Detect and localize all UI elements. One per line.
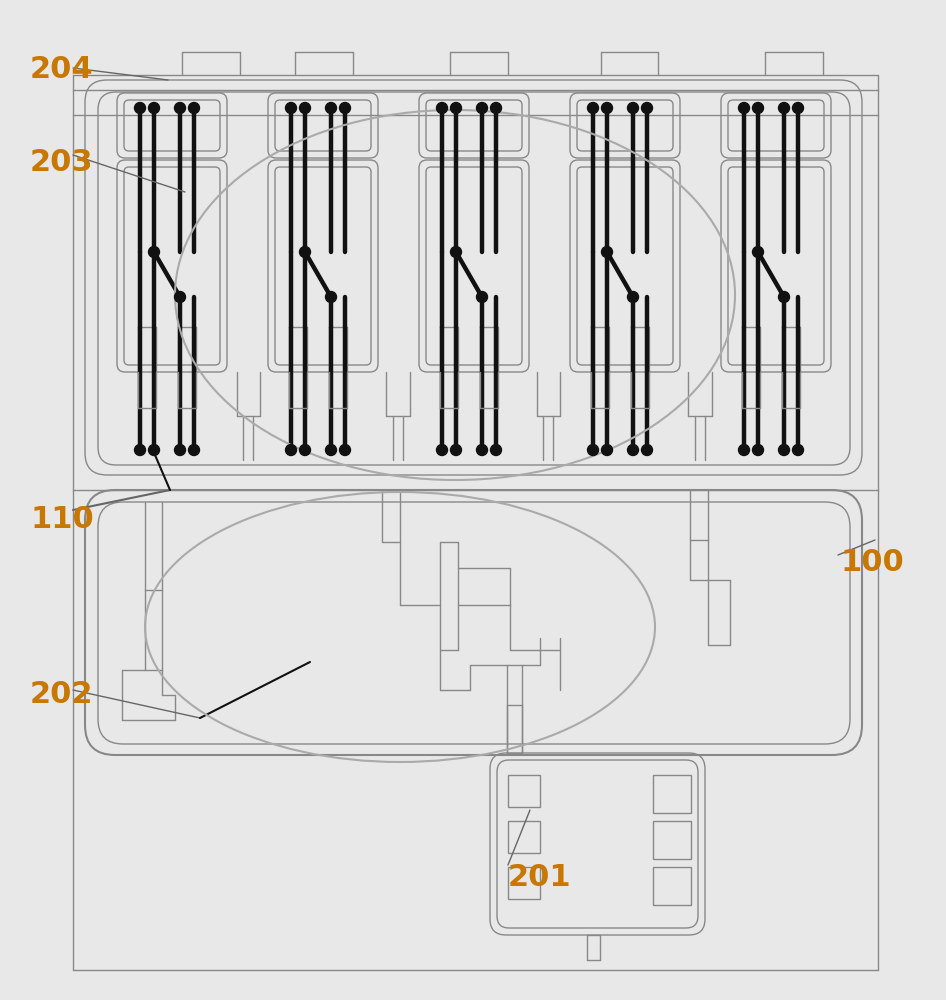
Circle shape bbox=[149, 103, 160, 113]
Circle shape bbox=[300, 246, 310, 257]
Bar bbox=[508, 867, 540, 899]
Circle shape bbox=[602, 444, 612, 456]
Circle shape bbox=[286, 103, 296, 113]
Text: 201: 201 bbox=[508, 863, 571, 892]
Circle shape bbox=[134, 444, 146, 456]
Circle shape bbox=[477, 444, 487, 456]
Bar bbox=[508, 775, 540, 807]
Circle shape bbox=[174, 103, 185, 113]
Circle shape bbox=[602, 246, 612, 257]
Circle shape bbox=[627, 103, 639, 113]
Circle shape bbox=[752, 103, 763, 113]
Circle shape bbox=[779, 103, 790, 113]
Circle shape bbox=[174, 292, 185, 302]
Circle shape bbox=[149, 246, 160, 257]
Bar bbox=[507, 705, 522, 753]
Circle shape bbox=[490, 103, 501, 113]
Text: 203: 203 bbox=[30, 148, 94, 177]
Bar bbox=[508, 821, 540, 853]
Text: 204: 204 bbox=[30, 55, 94, 84]
Circle shape bbox=[752, 246, 763, 257]
Circle shape bbox=[779, 444, 790, 456]
Circle shape bbox=[174, 444, 185, 456]
Circle shape bbox=[188, 103, 200, 113]
Circle shape bbox=[641, 103, 653, 113]
Circle shape bbox=[602, 103, 612, 113]
Bar bbox=[653, 821, 691, 859]
Circle shape bbox=[325, 103, 337, 113]
Circle shape bbox=[490, 444, 501, 456]
Circle shape bbox=[641, 444, 653, 456]
Text: 202: 202 bbox=[30, 680, 94, 709]
Circle shape bbox=[627, 444, 639, 456]
Circle shape bbox=[739, 103, 749, 113]
Circle shape bbox=[340, 103, 351, 113]
Text: 110: 110 bbox=[30, 505, 94, 534]
Circle shape bbox=[325, 292, 337, 302]
Circle shape bbox=[188, 444, 200, 456]
Circle shape bbox=[450, 444, 462, 456]
Circle shape bbox=[134, 103, 146, 113]
Circle shape bbox=[300, 444, 310, 456]
Circle shape bbox=[587, 103, 599, 113]
Bar bbox=[653, 867, 691, 905]
Circle shape bbox=[752, 444, 763, 456]
Circle shape bbox=[436, 103, 447, 113]
Circle shape bbox=[300, 103, 310, 113]
Circle shape bbox=[477, 103, 487, 113]
Circle shape bbox=[436, 444, 447, 456]
Text: 100: 100 bbox=[840, 548, 903, 577]
Circle shape bbox=[450, 246, 462, 257]
Circle shape bbox=[450, 103, 462, 113]
Circle shape bbox=[627, 292, 639, 302]
Circle shape bbox=[739, 444, 749, 456]
Circle shape bbox=[587, 444, 599, 456]
Bar bbox=[653, 775, 691, 813]
Circle shape bbox=[793, 103, 803, 113]
Circle shape bbox=[149, 444, 160, 456]
Circle shape bbox=[340, 444, 351, 456]
Circle shape bbox=[779, 292, 790, 302]
Circle shape bbox=[325, 444, 337, 456]
Circle shape bbox=[793, 444, 803, 456]
Circle shape bbox=[286, 444, 296, 456]
Circle shape bbox=[477, 292, 487, 302]
